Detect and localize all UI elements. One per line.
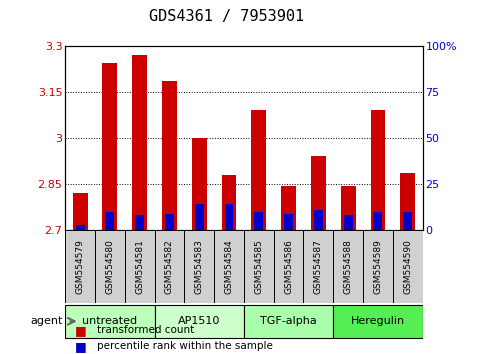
Text: GSM554581: GSM554581: [135, 239, 144, 294]
Text: GSM554579: GSM554579: [76, 239, 85, 294]
Text: ■: ■: [75, 324, 86, 337]
Bar: [274, 230, 303, 303]
Bar: [370, 110, 385, 230]
Text: GSM554590: GSM554590: [403, 239, 412, 294]
Bar: [135, 215, 144, 230]
Bar: [403, 212, 412, 230]
Text: untreated: untreated: [82, 316, 138, 326]
Bar: [244, 304, 333, 338]
Bar: [155, 230, 185, 303]
Bar: [185, 230, 214, 303]
Text: GSM554586: GSM554586: [284, 239, 293, 294]
Text: percentile rank within the sample: percentile rank within the sample: [97, 341, 272, 351]
Text: GSM554587: GSM554587: [314, 239, 323, 294]
Bar: [333, 304, 423, 338]
Bar: [255, 212, 263, 230]
Text: GSM554580: GSM554580: [105, 239, 114, 294]
Bar: [222, 175, 237, 230]
Text: transformed count: transformed count: [97, 325, 194, 335]
Text: GSM554582: GSM554582: [165, 239, 174, 293]
Bar: [195, 204, 204, 230]
Bar: [72, 193, 87, 230]
Bar: [105, 212, 114, 230]
Bar: [192, 138, 207, 230]
Text: GSM554585: GSM554585: [255, 239, 263, 294]
Bar: [341, 185, 355, 230]
Bar: [165, 213, 174, 230]
Bar: [311, 156, 326, 230]
Text: Heregulin: Heregulin: [351, 316, 405, 326]
Bar: [303, 230, 333, 303]
Bar: [102, 63, 117, 230]
Text: agent: agent: [30, 316, 63, 326]
Bar: [251, 110, 266, 230]
Bar: [162, 81, 177, 230]
Text: GSM554583: GSM554583: [195, 239, 204, 294]
Text: GDS4361 / 7953901: GDS4361 / 7953901: [149, 9, 305, 24]
Bar: [125, 230, 155, 303]
Bar: [65, 304, 155, 338]
Bar: [132, 55, 147, 230]
Bar: [400, 173, 415, 230]
Bar: [344, 215, 353, 230]
Text: GSM554589: GSM554589: [373, 239, 383, 294]
Bar: [214, 230, 244, 303]
Bar: [155, 304, 244, 338]
Bar: [281, 185, 296, 230]
Bar: [95, 230, 125, 303]
Bar: [65, 230, 95, 303]
Bar: [363, 230, 393, 303]
Bar: [333, 230, 363, 303]
Bar: [76, 224, 85, 230]
Text: TGF-alpha: TGF-alpha: [260, 316, 317, 326]
Text: ■: ■: [75, 340, 86, 353]
Text: GSM554584: GSM554584: [225, 239, 233, 293]
Text: GSM554588: GSM554588: [344, 239, 353, 294]
Bar: [393, 230, 423, 303]
Text: AP1510: AP1510: [178, 316, 220, 326]
Bar: [314, 210, 323, 230]
Bar: [284, 213, 293, 230]
Bar: [225, 204, 233, 230]
Bar: [244, 230, 274, 303]
Bar: [373, 212, 383, 230]
